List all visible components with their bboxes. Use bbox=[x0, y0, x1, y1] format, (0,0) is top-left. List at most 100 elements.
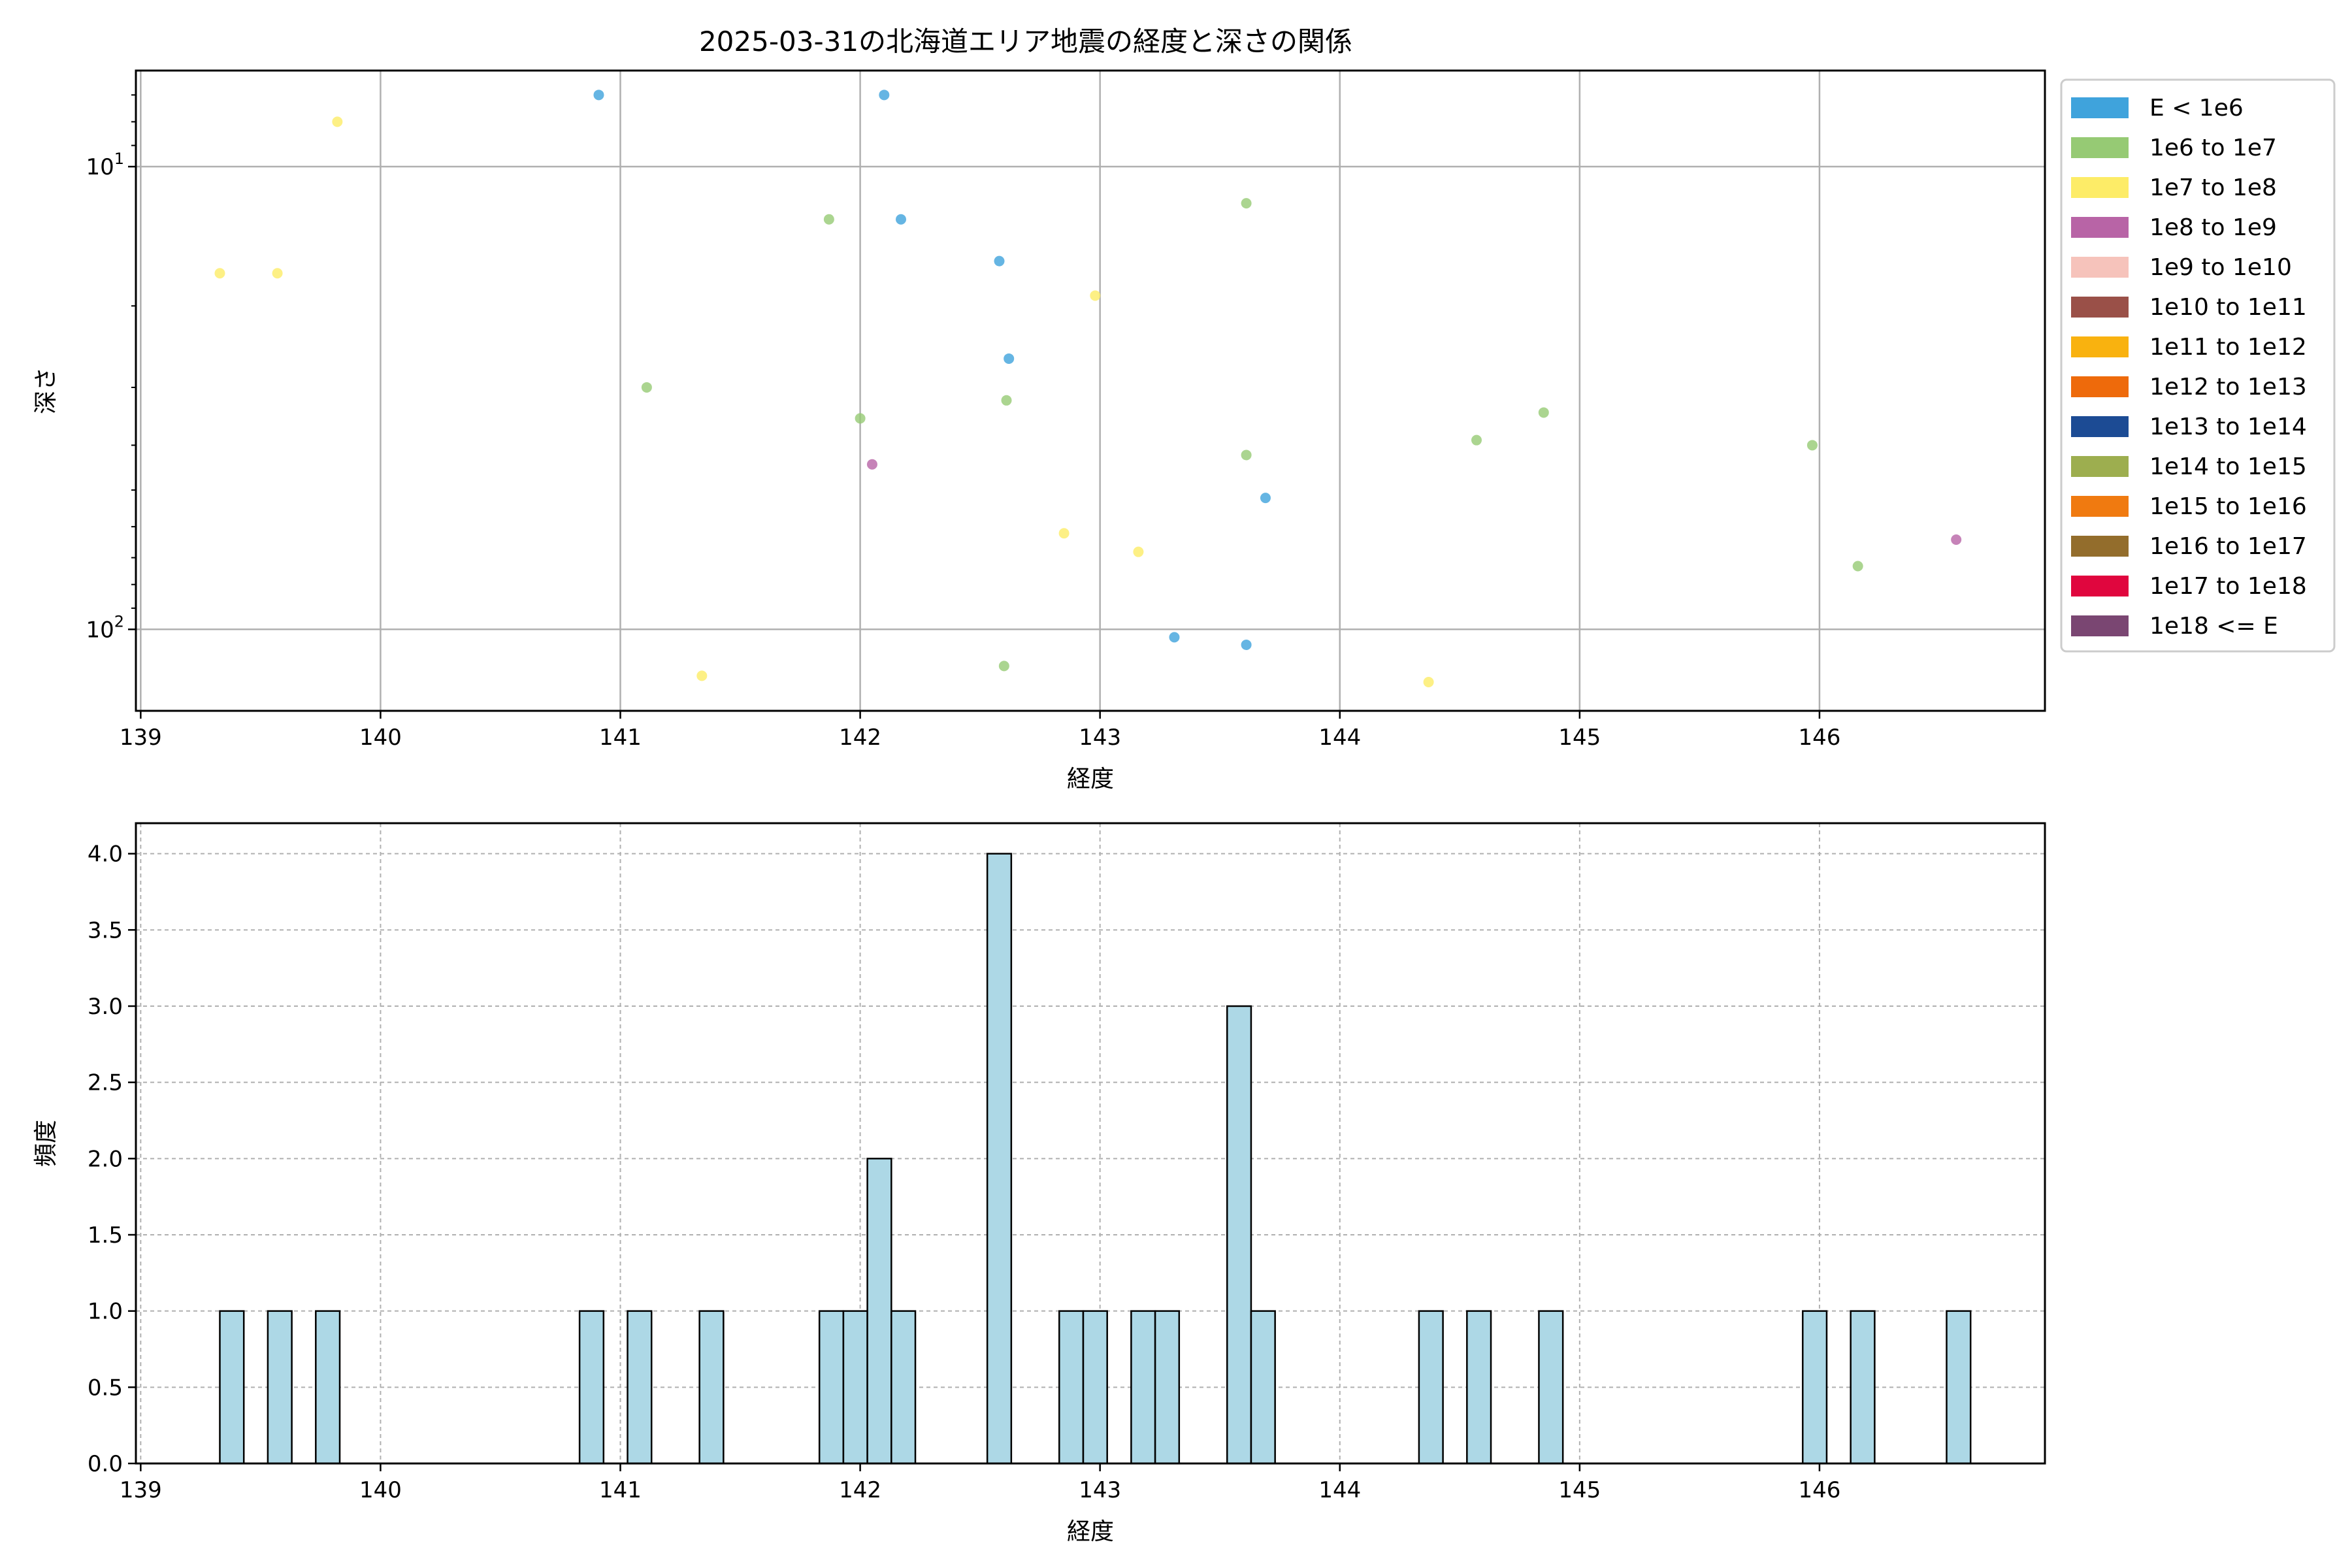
scatter-y-tick-label: 101 bbox=[86, 150, 124, 180]
histogram-bar bbox=[1418, 1310, 1444, 1465]
scatter-point bbox=[1423, 676, 1434, 687]
legend-swatch bbox=[2071, 376, 2129, 397]
scatter-point bbox=[1241, 639, 1252, 650]
histogram-y-axis-label: 頻度 bbox=[33, 1120, 59, 1167]
histogram-y-tick-label: 3.0 bbox=[88, 994, 123, 1020]
histogram-bar bbox=[267, 1310, 293, 1465]
histogram-bar bbox=[1946, 1310, 1972, 1465]
histogram-bar bbox=[1058, 1310, 1085, 1465]
scatter-point bbox=[1852, 561, 1863, 572]
histogram-y-ticks: 0.0 0.5 1.0 1.5 2.0 2.5 3.0 3.5 4.0 bbox=[88, 841, 136, 1477]
legend-label: 1e11 to 1e12 bbox=[2149, 334, 2307, 361]
scatter-x-axis-label: 経度 bbox=[1067, 766, 1114, 792]
scatter-x-tick-label: 146 bbox=[1798, 725, 1840, 751]
histogram-y-tick-label: 1.5 bbox=[88, 1222, 123, 1249]
histogram-x-tick-label: 146 bbox=[1798, 1477, 1840, 1503]
histogram-x-tick-label: 144 bbox=[1318, 1477, 1361, 1503]
legend-swatch bbox=[2071, 496, 2129, 517]
scatter-x-tick-label: 140 bbox=[359, 725, 402, 751]
legend-label: 1e6 to 1e7 bbox=[2149, 135, 2277, 161]
scatter-point bbox=[1260, 493, 1271, 504]
legend-label: 1e10 to 1e11 bbox=[2149, 294, 2307, 321]
scatter-point bbox=[896, 214, 907, 225]
histogram-x-tick-label: 140 bbox=[359, 1477, 402, 1503]
histogram-x-tick-label: 139 bbox=[120, 1477, 162, 1503]
histogram-bar bbox=[1850, 1310, 1876, 1465]
scatter-point bbox=[998, 661, 1009, 672]
legend-swatch bbox=[2071, 416, 2129, 437]
legend-swatch bbox=[2071, 297, 2129, 318]
scatter-point bbox=[214, 268, 225, 279]
histogram-frame bbox=[135, 822, 2046, 1465]
scatter-point bbox=[272, 268, 283, 279]
legend-label: 1e16 to 1e17 bbox=[2149, 533, 2307, 560]
histogram-bar bbox=[627, 1310, 653, 1465]
scatter-y-tick-label: 102 bbox=[86, 612, 124, 643]
legend-frame bbox=[2060, 78, 2336, 653]
histogram-y-tick-label: 3.5 bbox=[88, 917, 123, 943]
histogram-x-tick-label: 145 bbox=[1558, 1477, 1601, 1503]
histogram-bar bbox=[1801, 1310, 1828, 1465]
scatter-point bbox=[1538, 407, 1549, 418]
scatter-plot-area bbox=[136, 71, 2045, 711]
scatter-point bbox=[823, 214, 834, 225]
legend-swatch bbox=[2071, 177, 2129, 198]
scatter-x-tick-label: 143 bbox=[1079, 725, 1121, 751]
scatter-point bbox=[1241, 449, 1252, 461]
histogram-bar bbox=[866, 1158, 892, 1465]
histogram-bar bbox=[1130, 1310, 1156, 1465]
legend-swatch bbox=[2071, 536, 2129, 557]
legend-label: 1e15 to 1e16 bbox=[2149, 493, 2307, 520]
scatter-x-tick-label: 139 bbox=[120, 725, 162, 751]
legend-swatch bbox=[2071, 615, 2129, 636]
legend-label: 1e18 <= E bbox=[2149, 613, 2278, 640]
legend-label: 1e8 to 1e9 bbox=[2149, 214, 2277, 241]
scatter-point bbox=[1806, 440, 1818, 451]
legend-label: 1e7 to 1e8 bbox=[2149, 174, 2277, 201]
histogram-grid bbox=[136, 823, 2045, 1464]
scatter-points bbox=[214, 90, 1962, 687]
scatter-point bbox=[866, 459, 877, 470]
scatter-point bbox=[1951, 534, 1962, 546]
histogram-x-ticks: 139 140 141 142 143 144 145 146 bbox=[120, 1463, 1840, 1503]
histogram-bar bbox=[315, 1310, 341, 1465]
histogram-y-tick-label: 0.0 bbox=[88, 1451, 123, 1477]
figure-title: 2025-03-31の北海道エリア地震の経度と深さの関係 bbox=[699, 25, 1352, 57]
legend: E < 1e6 1e6 to 1e7 1e7 to 1e8 1e8 to 1e9 1e9… bbox=[2060, 78, 2336, 653]
scatter-point bbox=[994, 255, 1005, 267]
histogram-x-axis-label: 経度 bbox=[1067, 1518, 1114, 1545]
scatter-frame bbox=[135, 69, 2046, 712]
scatter-point bbox=[1004, 353, 1015, 364]
legend-swatch bbox=[2071, 217, 2129, 238]
histogram-bar bbox=[986, 853, 1013, 1465]
scatter-point bbox=[1133, 546, 1144, 557]
legend-label: 1e17 to 1e18 bbox=[2149, 573, 2307, 600]
legend-swatch bbox=[2071, 137, 2129, 158]
legend-label: 1e12 to 1e13 bbox=[2149, 374, 2307, 400]
legend-label: 1e9 to 1e10 bbox=[2149, 254, 2292, 281]
scatter-point bbox=[1471, 434, 1482, 446]
histogram-bar bbox=[818, 1310, 845, 1465]
histogram-y-tick-label: 0.5 bbox=[88, 1375, 123, 1401]
histogram-y-tick-label: 4.0 bbox=[88, 841, 123, 868]
scatter-chart: 139 140 141 142 143 144 145 146 101 102 経度 深さ bbox=[33, 69, 2046, 792]
scatter-point bbox=[641, 382, 652, 393]
histogram-chart: 139 140 141 142 143 144 145 146 0.0 0.5 1.0 1.5 2.0… bbox=[33, 822, 2046, 1545]
scatter-point bbox=[332, 116, 343, 127]
scatter-point bbox=[879, 90, 890, 101]
histogram-bar bbox=[1538, 1310, 1564, 1465]
scatter-point bbox=[1001, 395, 1012, 406]
histogram-x-tick-label: 141 bbox=[599, 1477, 642, 1503]
histogram-y-tick-label: 1.0 bbox=[88, 1299, 123, 1325]
scatter-point bbox=[696, 670, 708, 681]
histogram-bar bbox=[890, 1310, 917, 1465]
scatter-point bbox=[593, 90, 604, 101]
scatter-point bbox=[855, 413, 866, 424]
scatter-x-tick-label: 142 bbox=[839, 725, 881, 751]
histogram-x-tick-label: 142 bbox=[839, 1477, 881, 1503]
scatter-point bbox=[1058, 528, 1070, 539]
scatter-grid bbox=[136, 71, 2045, 711]
histogram-bar bbox=[1466, 1310, 1492, 1465]
histogram-bars bbox=[219, 853, 1972, 1465]
histogram-bar bbox=[1154, 1310, 1181, 1465]
